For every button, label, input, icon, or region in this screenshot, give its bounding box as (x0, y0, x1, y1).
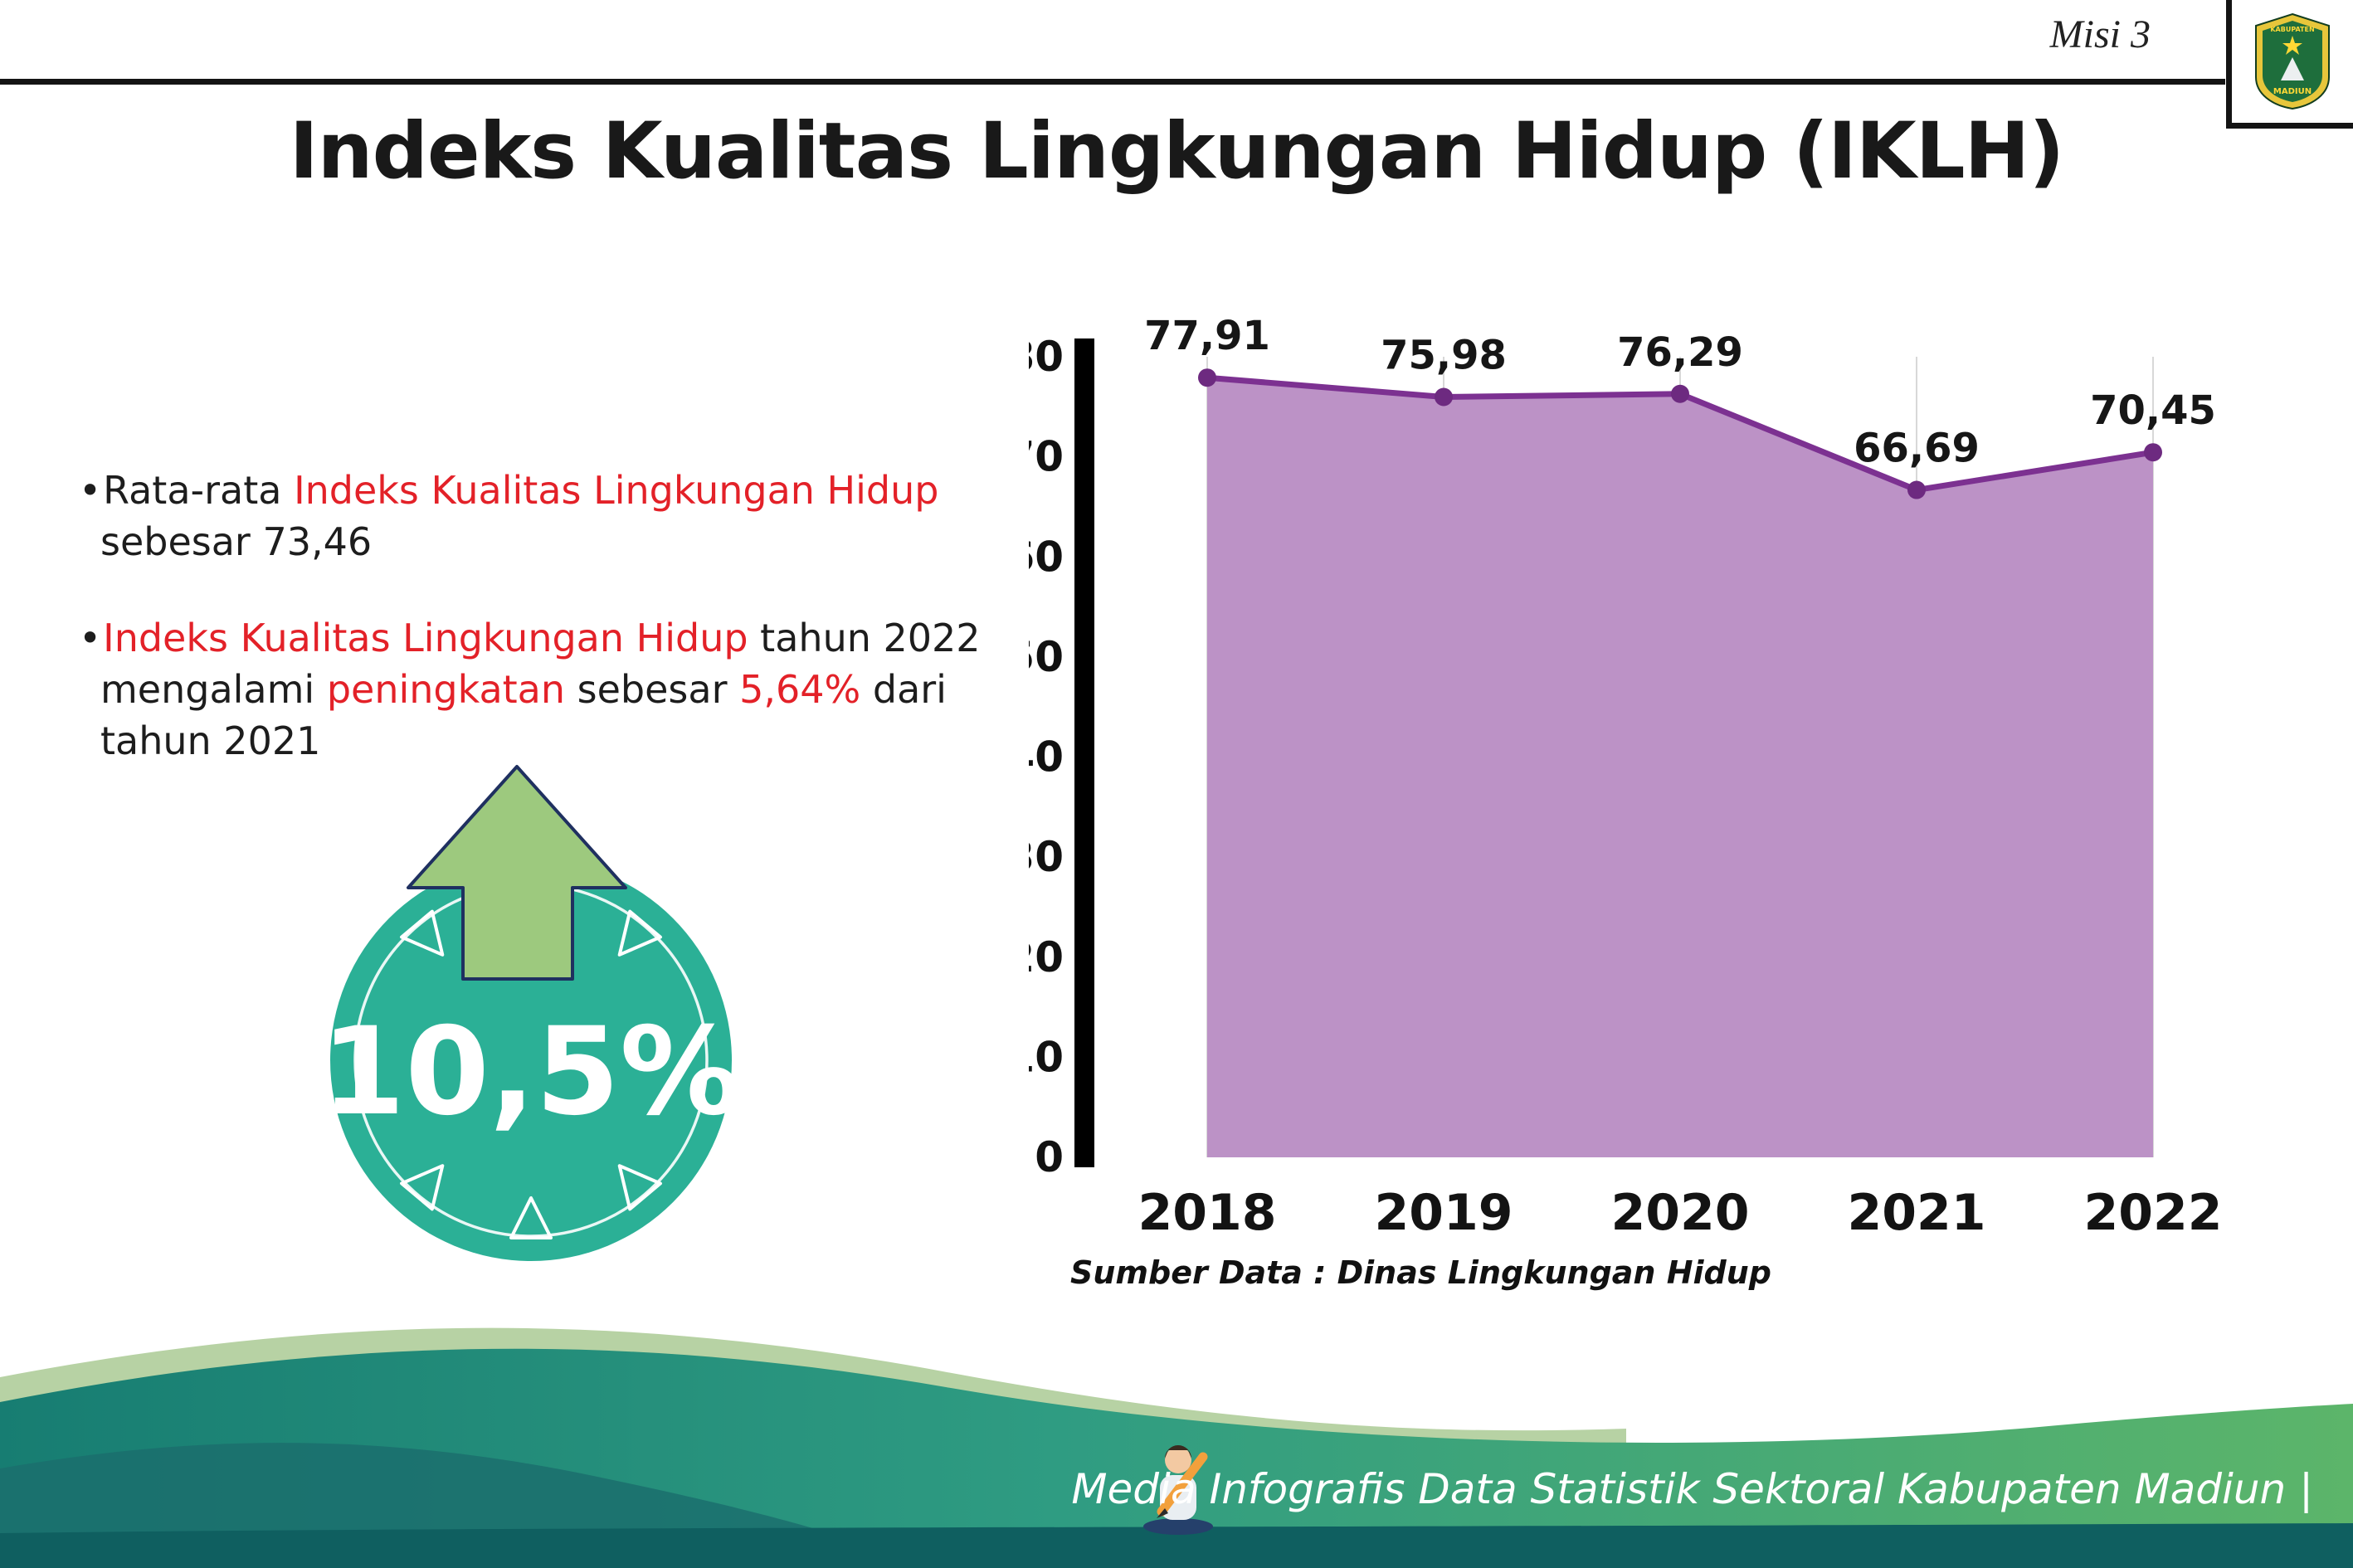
x-axis-label: 2019 (1375, 1184, 1513, 1242)
text-segment: dari (860, 667, 947, 713)
badge-tick-triangle (617, 909, 662, 957)
badge-tick-triangle (509, 1196, 553, 1239)
mascot-icon (1143, 1445, 1213, 1535)
y-axis-tick: 20 (1029, 933, 1064, 981)
text-segment: mengalami (100, 667, 327, 713)
data-point (1198, 368, 1216, 387)
text-segment: sebesar (565, 667, 740, 713)
bullet-dot: • (79, 616, 102, 661)
crest-text-bottom: MADIUN (2273, 87, 2312, 96)
y-axis-tick: 0 (1035, 1133, 1064, 1181)
x-axis-label: 2022 (2084, 1184, 2223, 1242)
data-point (1435, 387, 1453, 407)
bullet-item: •Rata-rata Indeks Kualitas Lingkungan Hi… (79, 465, 1025, 567)
crest-mountain (2281, 57, 2304, 80)
header-rule (0, 79, 2225, 85)
value-label: 70,45 (2090, 387, 2216, 434)
increase-badge: 10,5% (321, 765, 742, 1261)
footer-caption: Media Infografis Data Statistik Sektoral… (1071, 1465, 2313, 1513)
mascot-hair (1165, 1445, 1191, 1458)
text-segment: Indeks Kualitas Lingkungan Hidup (294, 468, 939, 513)
page-title: Indeks Kualitas Lingkungan Hidup (IKLH) (289, 106, 2065, 197)
text-segment: sebesar 73,46 (100, 519, 373, 565)
text-segment: tahun 2021 (100, 718, 321, 764)
bullet-text-line: mengalami peningkatan sebesar 5,64% dari (79, 664, 1025, 715)
y-axis-tick: 80 (1029, 333, 1064, 381)
x-axis-label: 2020 (1611, 1184, 1750, 1242)
bullet-text-line: •Indeks Kualitas Lingkungan Hidup tahun … (79, 612, 1025, 664)
source-note: Sumber Data : Dinas Lingkungan Hidup (1070, 1254, 1771, 1291)
bullet-text-line: •Rata-rata Indeks Kualitas Lingkungan Hi… (79, 465, 1025, 516)
y-axis-tick: 30 (1029, 833, 1064, 881)
logo-frame: KABUPATEN MADIUN (2226, 0, 2353, 129)
pencil-icon (1157, 1452, 1208, 1517)
mascot-head (1165, 1447, 1191, 1473)
text-segment: tahun 2022 (748, 616, 981, 661)
badge-tick-triangle (400, 909, 445, 957)
data-point (1671, 384, 1689, 403)
crest-text-top: KABUPATEN (2270, 26, 2314, 33)
iklh-area-chart: 0 10 20 30 40 50 60 70 80 77,91 75,98 76,29 66,69 70,… (1029, 313, 2223, 1242)
data-point (2144, 443, 2162, 462)
value-label: 75,98 (1381, 332, 1507, 378)
bullet-text-line: tahun 2021 (79, 715, 1025, 767)
badge-tick-triangle (400, 1164, 445, 1211)
data-point (1907, 480, 1926, 499)
value-label: 66,69 (1854, 426, 1980, 472)
up-arrow-icon (407, 765, 627, 981)
badge-value: 10,5% (321, 1001, 742, 1142)
misi-label: Misi 3 (2049, 12, 2151, 56)
y-axis-bar (1074, 338, 1094, 1167)
x-axis-label: 2021 (1848, 1184, 1986, 1242)
badge-tick-triangle (617, 1164, 662, 1211)
y-axis-tick: 50 (1029, 633, 1064, 681)
badge-circle (330, 859, 732, 1261)
pencil-tip (1157, 1508, 1168, 1518)
value-label: 76,29 (1617, 329, 1743, 376)
text-segment: Indeks Kualitas Lingkungan Hidup (103, 616, 748, 661)
text-segment: 5,64% (739, 667, 861, 713)
mascot-base (1143, 1518, 1213, 1535)
x-axis-label: 2018 (1138, 1184, 1277, 1242)
y-axis-tick: 10 (1029, 1033, 1064, 1081)
kabupaten-madiun-logo: KABUPATEN MADIUN (2255, 12, 2330, 110)
bullet-text-line: sebesar 73,46 (79, 516, 1025, 567)
y-axis-tick: 40 (1029, 733, 1064, 782)
text-segment: peningkatan (326, 667, 566, 713)
wave-bottom-strip (0, 1523, 2353, 1568)
value-label: 77,91 (1144, 313, 1270, 359)
y-axis-tick: 70 (1029, 433, 1064, 481)
y-axis-tick: 60 (1029, 533, 1064, 581)
area-fill (1207, 377, 2153, 1157)
bullet-item: •Indeks Kualitas Lingkungan Hidup tahun … (79, 612, 1025, 767)
star-icon (2282, 36, 2302, 55)
text-segment: Rata-rata (103, 468, 295, 513)
bullet-list: •Rata-rata Indeks Kualitas Lingkungan Hi… (79, 465, 1025, 811)
bullet-dot: • (79, 468, 102, 513)
